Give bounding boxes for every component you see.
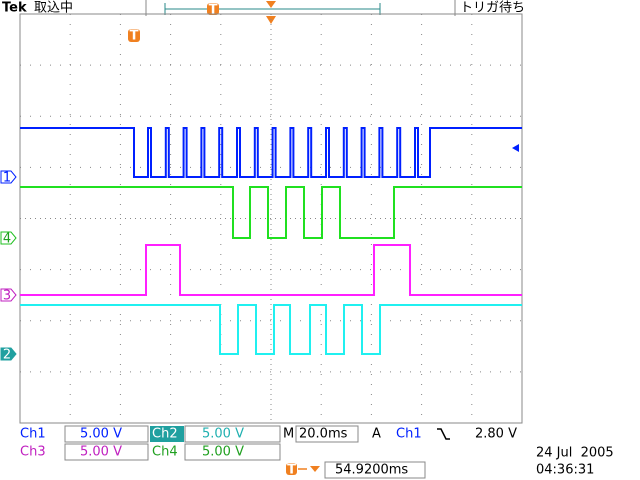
trigger-level: 2.80 V [475,427,517,442]
timebase-box [295,425,359,443]
ch3-label: Ch3 [20,445,46,460]
ch1-label: Ch1 [20,427,46,442]
ch3-box [64,443,149,461]
ch2-label: Ch2 [152,427,178,442]
ch4-box [184,443,281,461]
record-position-bar: T [164,1,381,18]
timebase-value: 20.0ms [299,427,348,442]
ch1-marker-label: 1 [3,171,11,186]
ch1-waveform [20,127,522,178]
falling-edge-icon [437,428,450,440]
trigger-level-arrow [512,144,519,152]
ch1-scale: 5.00 V [80,427,122,442]
trigger-mode: A [372,427,381,442]
brand: Tek [2,1,27,16]
ch2-label-bg [150,426,184,442]
ch3-scale: 5.00 V [80,445,122,460]
ch2-box [184,425,281,443]
trigger-position-box [324,461,426,479]
acquisition-status: 取込中 [34,1,73,16]
trigger-status: トリガ待ち [460,1,525,16]
trigger-marker: T [209,3,218,18]
ch1-box [64,425,149,443]
time: 04:36:31 [536,463,594,478]
ch2-marker-label: 2 [3,348,11,363]
ch2-waveform [20,304,522,355]
ch3-marker: 3 [0,288,17,304]
ch2-scale: 5.00 V [202,427,244,442]
arrow-head [310,466,320,472]
timebase-label: M [283,427,294,442]
date: 24 Jul 2005 [536,446,614,461]
ch3-marker-label: 3 [3,289,11,304]
trigger-pos-icon [286,463,297,475]
trigger-icon [128,29,140,42]
ch1-marker: 1 [0,170,17,186]
ch4-scale: 5.00 V [202,445,244,460]
trigger-pos-icon-label: T [287,463,296,478]
trigger-icon-label: T [130,29,139,44]
ch4-label: Ch4 [152,445,178,460]
trigger-position: 54.9200ms [335,463,408,478]
trigger-source: Ch1 [396,427,422,442]
ch2-marker: 2 [0,347,17,363]
ch4-marker: 4 [0,231,17,247]
ch4-marker-label: 4 [3,232,11,247]
ch3-waveform [20,244,522,296]
ch4-waveform [20,186,522,239]
graticule [19,13,523,424]
